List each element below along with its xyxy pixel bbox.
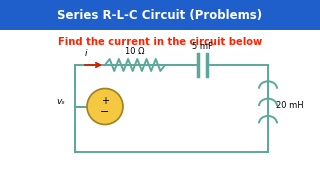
Text: Find the current in the circuit below: Find the current in the circuit below (58, 37, 262, 47)
Text: 5 mF: 5 mF (192, 42, 213, 51)
Text: vₛ: vₛ (56, 97, 65, 106)
Text: i: i (85, 49, 87, 58)
Circle shape (87, 89, 123, 125)
Text: 10 Ω: 10 Ω (125, 47, 145, 56)
Text: −: − (100, 107, 110, 118)
FancyBboxPatch shape (0, 0, 320, 30)
Text: +: + (101, 96, 109, 105)
Text: Series R-L-C Circuit (Problems): Series R-L-C Circuit (Problems) (57, 8, 263, 21)
Text: 20 mH: 20 mH (276, 102, 304, 111)
